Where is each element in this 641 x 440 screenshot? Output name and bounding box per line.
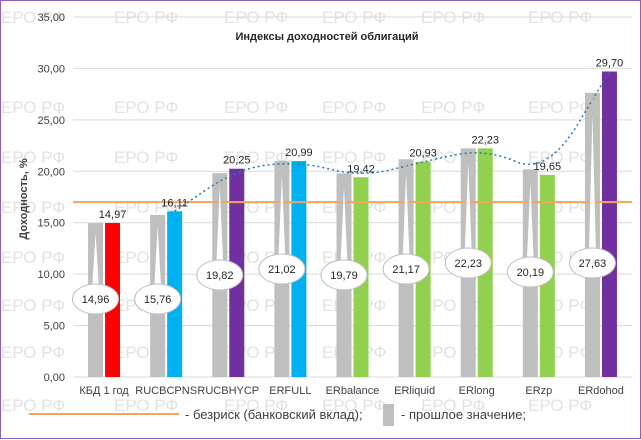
y-tick-label: 30,00 bbox=[37, 63, 65, 75]
value-label-previous: 21,17 bbox=[392, 264, 420, 276]
bars bbox=[88, 71, 617, 377]
watermark-text: ЕРО РФ bbox=[224, 148, 288, 167]
watermark-text: ЕРО РФ bbox=[1, 98, 65, 117]
value-label-current: 19,42 bbox=[347, 163, 375, 175]
y-tick-label: 5,00 bbox=[44, 321, 65, 333]
watermark-text: ЕРО РФ bbox=[114, 98, 178, 117]
value-label-previous: 22,23 bbox=[454, 258, 482, 270]
watermark-text: ЕРО РФ bbox=[224, 98, 288, 117]
watermark-text: ЕРО РФ bbox=[224, 396, 288, 415]
watermark-text: ЕРО РФ bbox=[322, 396, 386, 415]
watermark-text: ЕРО РФ bbox=[1, 148, 65, 167]
watermark-text: ЕРО РФ bbox=[114, 148, 178, 167]
value-label-current: 14,97 bbox=[99, 209, 127, 221]
watermark-text: ЕРО РФ bbox=[1, 296, 65, 315]
value-label-previous: 21,02 bbox=[268, 264, 296, 276]
y-tick-label: 0,00 bbox=[44, 372, 65, 384]
trendline bbox=[174, 71, 611, 212]
y-tick-label: 35,00 bbox=[37, 12, 65, 24]
data-labels: 14,97 16,11 20,25 20,99 19,42 20,93 22,23 19,65… bbox=[99, 58, 623, 222]
y-tick-label: 20,00 bbox=[37, 166, 65, 178]
value-label-current: 20,25 bbox=[223, 155, 251, 167]
watermark-text: ЕРО РФ bbox=[1, 198, 65, 217]
value-label-previous: 27,63 bbox=[579, 258, 607, 270]
value-label-current: 20,93 bbox=[409, 148, 437, 160]
bubble bbox=[72, 283, 120, 315]
legend-previous-swatch bbox=[383, 404, 394, 426]
watermark-text: ЕРО РФ bbox=[1, 343, 65, 362]
watermark-text: ЕРО РФ bbox=[421, 396, 485, 415]
watermark-text: ЕРО РФ bbox=[1, 248, 65, 267]
bubble bbox=[382, 253, 430, 285]
y-tick-label: 25,00 bbox=[37, 115, 65, 127]
value-label-previous: 20,19 bbox=[517, 267, 545, 279]
bar-current bbox=[601, 71, 617, 377]
bubble bbox=[134, 283, 182, 315]
legend-riskfree-label: - безриск (банковский вклад); bbox=[185, 407, 363, 422]
value-label-current: 22,23 bbox=[471, 134, 499, 146]
previous-value-bubbles: 14,96 15,76 19,82 21,02 19,79 21,17 22,23 20,19… bbox=[72, 94, 616, 315]
y-axis-ticks: 0,00 5,00 10,00 15,00 20,00 25,00 30,00 35,00 bbox=[37, 12, 65, 384]
watermark-text: ЕРО РФ bbox=[114, 396, 178, 415]
category-label: ERFULL bbox=[269, 385, 311, 397]
category-label: RUCBHYCP bbox=[197, 385, 259, 397]
bubble bbox=[568, 247, 616, 279]
bubble bbox=[196, 259, 244, 291]
watermark-text: ЕРО РФ bbox=[322, 148, 386, 167]
trendline-layer bbox=[174, 71, 611, 212]
category-label: ERbalance bbox=[326, 385, 380, 397]
y-axis-label: Доходность, % bbox=[18, 158, 30, 239]
category-label: ERlong bbox=[459, 385, 495, 397]
category-label: КБД 1 год bbox=[79, 385, 129, 397]
bubble bbox=[444, 247, 492, 279]
legend: - безриск (банковский вклад); - прошлое … bbox=[29, 404, 526, 426]
value-label-current: 16,11 bbox=[161, 197, 188, 209]
value-label-current: 19,65 bbox=[534, 161, 562, 173]
value-label-previous: 19,82 bbox=[206, 270, 234, 282]
y-tick-label: 10,00 bbox=[37, 269, 65, 281]
value-label-previous: 15,76 bbox=[144, 294, 172, 306]
bubble bbox=[320, 259, 368, 291]
value-label-current: 20,99 bbox=[285, 147, 313, 159]
watermark-text: ЕРО РФ bbox=[1, 8, 65, 27]
watermark-text: ЕРО РФ bbox=[322, 98, 386, 117]
value-label-current: 29,70 bbox=[596, 58, 624, 70]
value-label-previous: 14,96 bbox=[82, 294, 110, 306]
chart-title: Индексы доходностей облигаций bbox=[235, 31, 418, 43]
x-axis-categories: КБД 1 год RUCBCPNS RUCBHYCP ERFULL ERbalance… bbox=[79, 385, 624, 397]
category-label: ERdohod bbox=[578, 385, 624, 397]
category-label: ERzp bbox=[525, 385, 552, 397]
watermark-text: ЕРО РФ bbox=[421, 98, 485, 117]
watermark-text: ЕРО РФ bbox=[1, 396, 65, 415]
watermark-text: ЕРО РФ bbox=[528, 148, 592, 167]
value-label-previous: 19,79 bbox=[330, 270, 358, 282]
category-label: ERliquid bbox=[394, 385, 435, 397]
category-label: RUCBCPNS bbox=[135, 385, 197, 397]
watermark-text: ЕРО РФ bbox=[528, 396, 592, 415]
bubble bbox=[506, 256, 554, 288]
bubble bbox=[258, 253, 306, 285]
y-tick-label: 15,00 bbox=[37, 218, 65, 230]
watermark-text: ЕРО РФ bbox=[528, 98, 592, 117]
legend-previous-label: - прошлое значение; bbox=[401, 407, 526, 422]
